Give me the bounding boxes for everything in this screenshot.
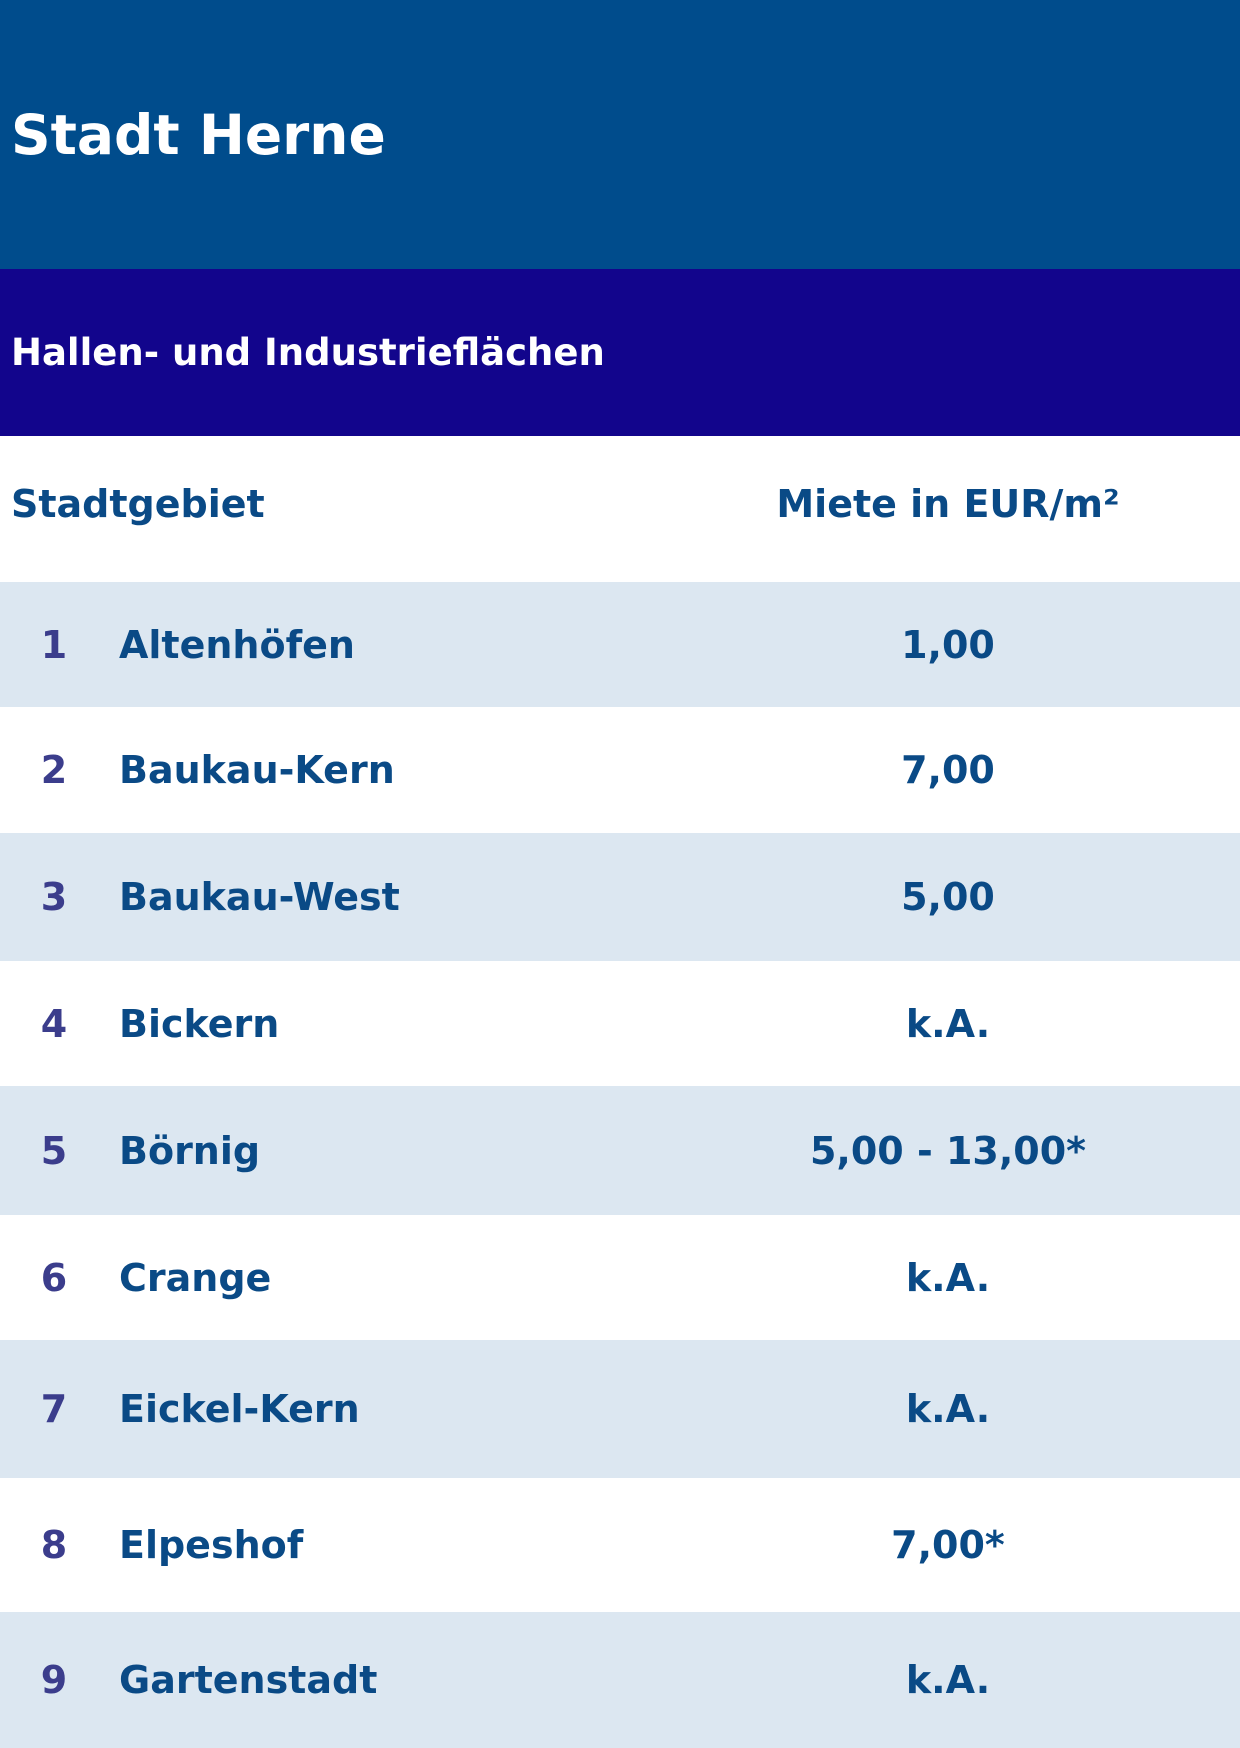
page-title: Stadt Herne [11, 103, 386, 167]
section-header: Hallen- und Industrieflächen [0, 269, 1240, 436]
row-number: 5 [40, 1128, 68, 1173]
table-row: 2 Baukau-Kern 7,00 [0, 707, 1240, 833]
district-name: Crange [119, 1255, 272, 1300]
district-name: Börnig [119, 1128, 261, 1173]
row-number: 6 [40, 1255, 68, 1300]
table-row: 1 Altenhöfen 1,00 [0, 582, 1240, 707]
row-number: 3 [40, 875, 68, 919]
table-row: 6 Crange k.A. [0, 1215, 1240, 1340]
district-name: Eickel-Kern [119, 1387, 360, 1431]
row-number: 8 [40, 1523, 68, 1567]
rent-value: k.A. [905, 1387, 991, 1431]
row-number: 2 [40, 748, 68, 792]
district-name: Gartenstadt [119, 1658, 378, 1702]
district-name: Elpeshof [119, 1523, 304, 1567]
column-header-rent: Miete in EUR/m² [776, 482, 1120, 526]
row-number: 9 [40, 1658, 68, 1702]
column-header-district: Stadtgebiet [11, 482, 265, 526]
table-row: 7 Eickel-Kern k.A. [0, 1340, 1240, 1478]
table-header: Stadtgebiet Miete in EUR/m² [0, 436, 1240, 582]
table-row: 8 Elpeshof 7,00* [0, 1478, 1240, 1612]
row-number: 7 [40, 1387, 68, 1431]
rent-value: k.A. [905, 1255, 991, 1300]
rent-value: 7,00 [901, 748, 995, 792]
rent-value: k.A. [905, 1658, 991, 1702]
rent-value: 5,00 - 13,00* [809, 1128, 1087, 1173]
section-title: Hallen- und Industrieflächen [11, 331, 605, 374]
district-name: Baukau-Kern [119, 748, 395, 792]
district-name: Baukau-West [119, 875, 400, 919]
table-row: 3 Baukau-West 5,00 [0, 833, 1240, 961]
district-name: Altenhöfen [119, 622, 355, 667]
rent-value: k.A. [905, 1001, 991, 1046]
table-row: 9 Gartenstadt k.A. [0, 1612, 1240, 1748]
row-number: 1 [40, 622, 68, 667]
row-number: 4 [40, 1001, 68, 1046]
district-name: Bickern [119, 1001, 280, 1046]
table-row: 4 Bickern k.A. [0, 961, 1240, 1086]
rent-value: 5,00 [901, 875, 995, 919]
rent-value: 7,00* [891, 1523, 1005, 1567]
rent-value: 1,00 [901, 622, 995, 667]
page-header: Stadt Herne [0, 0, 1240, 269]
table-row: 5 Börnig 5,00 - 13,00* [0, 1086, 1240, 1215]
